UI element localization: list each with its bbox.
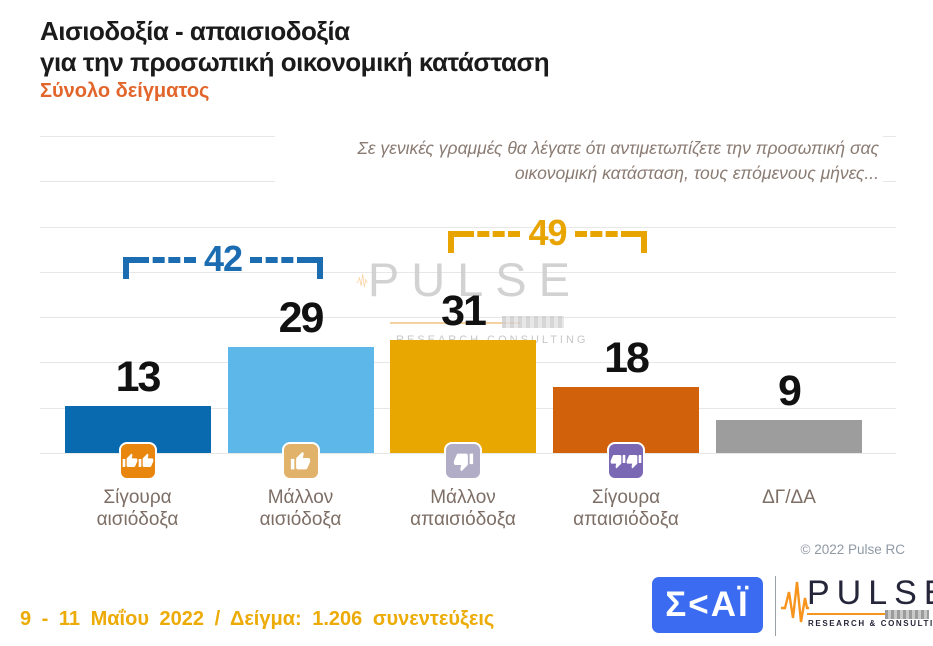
survey-question: Σε γενικές γραμμές θα λέγατε ότι αντιμετ…: [275, 134, 883, 188]
fieldwork-note: 9 - 11 Μαΐου 2022 / Δείγμα: 1.206 συνεντ…: [20, 608, 495, 630]
title-line-2: για την προσωπική οικονομική κατάσταση: [40, 47, 550, 77]
sample-subtitle: Σύνολο δείγματος: [40, 80, 210, 102]
title-line-1: Αισιοδοξία - απαισιοδοξία: [40, 16, 350, 46]
thumb-down-icon: [444, 442, 482, 480]
thumb-up-icon: [281, 442, 320, 480]
double-thumbs-up-icon: [118, 442, 157, 480]
gridline: [40, 317, 896, 319]
category-label: Σίγουρα απαισιόδοξα: [546, 487, 706, 531]
bar-5: [716, 420, 862, 453]
gridline: [40, 226, 896, 228]
category-label: Σίγουρα αισιόδοξα: [58, 487, 218, 531]
pulse-logo-mark: [885, 610, 929, 619]
bracket-dash: [462, 231, 521, 237]
pulse-logo-tagline: RESEARCH & CONSULTING: [808, 619, 933, 628]
bar-value-label: 29: [278, 294, 325, 342]
category-label-line: Σίγουρα: [103, 487, 172, 508]
bracket-corner-left: [448, 231, 462, 253]
category-label: ΔΓ/ΔΑ: [709, 487, 869, 509]
bar-value-label: 31: [441, 287, 487, 335]
category-label-line: Μάλλον: [267, 487, 334, 508]
category-label: Μάλλον απαισιόδοξα: [383, 487, 543, 531]
skai-logo-text: Σ<ΑΪ: [665, 585, 750, 624]
group-bracket-42: 42: [123, 241, 324, 283]
category-label-line: απαισιόδοξα: [573, 509, 679, 530]
double-thumbs-down-icon: [607, 442, 645, 480]
category-label-line: αισιόδοξα: [96, 509, 179, 530]
bar-value-label: 9: [778, 367, 802, 415]
bar-value-label: 18: [604, 334, 650, 382]
page-title: Αισιοδοξία - απαισιοδοξία για την προσωπ…: [40, 16, 550, 78]
pulse-waveform-icon: [781, 581, 809, 623]
pulse-logo: PULSE RESEARCH & CONSULTING: [781, 574, 933, 638]
pulse-logo-wordmark: PULSE: [807, 574, 933, 612]
category-label-line: ΔΓ/ΔΑ: [762, 487, 816, 508]
bar-3: [390, 340, 536, 453]
bar-2: [228, 347, 374, 453]
bracket-corner-right: [633, 231, 648, 253]
category-label: Μάλλον αισιόδοξα: [221, 487, 381, 531]
logo-divider: [775, 576, 776, 636]
pulse-logo-rule: [807, 613, 885, 615]
bracket-dash: [137, 257, 196, 263]
bracket-corner-right: [309, 257, 324, 279]
bracket-corner-left: [123, 257, 137, 279]
skai-logo: Σ<ΑΪ: [652, 577, 763, 633]
copyright-note: © 2022 Pulse RC: [800, 542, 906, 557]
bracket-sum-label: 49: [528, 212, 567, 253]
category-label-line: απαισιόδοξα: [410, 509, 516, 530]
bracket-dash: [574, 231, 634, 237]
category-label-line: Σίγουρα: [591, 487, 661, 508]
group-bracket-49: 49: [448, 215, 648, 257]
category-label-line: Μάλλον: [430, 487, 496, 508]
bar-value-label: 13: [115, 353, 162, 401]
gridline: [40, 271, 896, 273]
bracket-dash: [250, 257, 310, 263]
category-label-line: αισιόδοξα: [259, 509, 342, 530]
bracket-sum-label: 42: [203, 238, 243, 279]
